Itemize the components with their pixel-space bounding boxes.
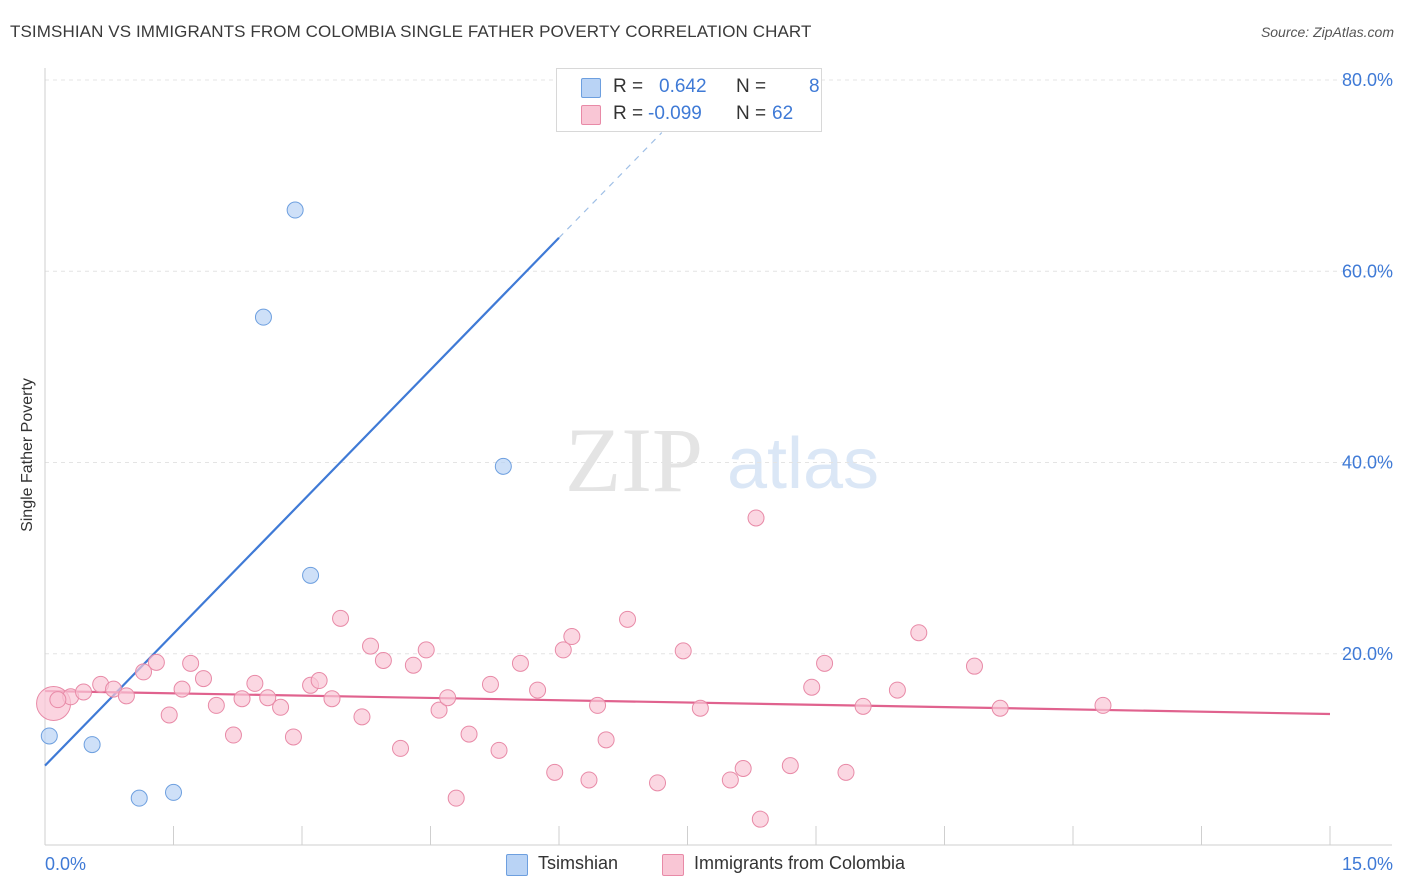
tsimshian-point xyxy=(254,308,272,326)
tsimshian-point xyxy=(494,457,512,475)
colombia-point xyxy=(674,642,692,660)
tsimshian-point xyxy=(130,789,148,807)
tsimshian-point xyxy=(302,566,320,584)
tsimshian-point xyxy=(40,727,58,745)
tsimshian-point xyxy=(165,783,182,801)
colombia-point xyxy=(546,763,564,781)
colombia-point xyxy=(589,696,607,714)
legend-r-label: R = xyxy=(613,76,644,97)
colombia-point xyxy=(910,624,928,642)
colombia-point xyxy=(563,628,581,646)
colombia-point xyxy=(207,696,225,714)
colombia-point xyxy=(991,699,1009,717)
tsimshian-trend-extension xyxy=(558,132,663,239)
legend-r-value-colombia: -0.099 xyxy=(648,103,702,124)
colombia-point xyxy=(447,789,465,807)
colombia-point xyxy=(554,641,572,659)
colombia-point xyxy=(430,701,448,719)
colombia-point xyxy=(888,681,906,699)
legend-n-value-tsimshian: 8 xyxy=(809,76,820,97)
colombia-point xyxy=(597,731,615,749)
watermark-atlas: atlas xyxy=(727,424,879,504)
colombia-point xyxy=(374,651,392,669)
watermark: ZIP atlas xyxy=(565,409,879,511)
colombia-point xyxy=(417,641,435,659)
bottom-legend-label-tsimshian: Tsimshian xyxy=(538,853,619,873)
colombia-point xyxy=(310,672,328,690)
tsimshian-point xyxy=(83,736,101,754)
bottom-legend-label-colombia: Immigrants from Colombia xyxy=(694,853,906,873)
colombia-point xyxy=(246,674,264,692)
y-tick-label: 80.0% xyxy=(1342,70,1393,90)
legend-swatch-tsimshian xyxy=(581,78,601,98)
colombia-point xyxy=(233,690,251,708)
colombia-point xyxy=(619,610,637,628)
bottom-legend-swatch-tsimshian xyxy=(506,854,528,876)
colombia-point xyxy=(816,654,834,672)
colombia-point xyxy=(803,678,821,696)
colombia-point xyxy=(182,654,200,672)
colombia-point xyxy=(173,680,191,698)
colombia-point xyxy=(734,760,752,777)
colombia-point xyxy=(404,656,422,674)
colombia-point xyxy=(272,698,290,716)
colombia-point xyxy=(147,653,165,671)
chart-title: TSIMSHIAN VS IMMIGRANTS FROM COLOMBIA SI… xyxy=(10,22,812,41)
colombia-point xyxy=(392,739,410,757)
tsimshian-trend-line xyxy=(44,237,560,767)
colombia-point xyxy=(49,691,67,709)
colombia-point xyxy=(160,706,178,724)
legend-r-label: R = xyxy=(613,103,644,124)
colombia-point xyxy=(511,654,529,672)
colombia-point xyxy=(721,771,739,789)
colombia-point xyxy=(439,689,457,707)
colombia-point xyxy=(224,726,242,744)
colombia-trend-line xyxy=(44,689,1331,716)
colombia-point xyxy=(362,637,380,655)
legend-n-label: N = xyxy=(736,76,767,97)
y-tick-label: 60.0% xyxy=(1342,261,1393,281)
colombia-point xyxy=(747,509,765,527)
colombia-point xyxy=(691,699,709,717)
x-tick-label-min: 0.0% xyxy=(45,854,86,874)
colombia-point xyxy=(837,763,855,781)
colombia-point xyxy=(135,663,153,681)
legend-swatch-colombia xyxy=(581,105,601,125)
x-tick-label-max: 15.0% xyxy=(1342,854,1393,874)
legend-n-label: N = xyxy=(736,103,767,124)
colombia-point xyxy=(332,609,350,627)
colombia-point xyxy=(580,771,598,789)
legend-n-value-colombia: 62 xyxy=(772,103,794,124)
colombia-point xyxy=(965,657,983,675)
legend-r-value-tsimshian: 0.642 xyxy=(659,76,707,97)
colombia-point xyxy=(481,675,499,693)
y-tick-label: 40.0% xyxy=(1342,453,1393,473)
colombia-point xyxy=(323,690,341,708)
colombia-point xyxy=(117,687,135,705)
colombia-point xyxy=(781,757,799,775)
colombia-point xyxy=(751,810,769,828)
colombia-point xyxy=(259,689,277,707)
source-label: Source: ZipAtlas.com xyxy=(1260,24,1394,40)
colombia-point xyxy=(194,670,212,688)
colombia-point xyxy=(284,728,302,746)
correlation-legend: R = 0.642 N = 8 R = -0.099 N = 62 xyxy=(556,68,822,132)
colombia-point xyxy=(75,683,93,701)
colombia-point xyxy=(353,708,371,726)
bottom-legend-swatch-colombia xyxy=(662,854,684,876)
colombia-point xyxy=(1094,696,1112,714)
colombia-point xyxy=(529,681,547,699)
colombia-point xyxy=(490,741,508,759)
y-tick-label: 20.0% xyxy=(1342,644,1393,664)
colombia-point xyxy=(854,697,872,715)
colombia-point xyxy=(649,774,667,792)
tsimshian-point xyxy=(286,201,304,219)
watermark-zip: ZIP xyxy=(565,409,703,511)
colombia-point xyxy=(460,725,478,743)
